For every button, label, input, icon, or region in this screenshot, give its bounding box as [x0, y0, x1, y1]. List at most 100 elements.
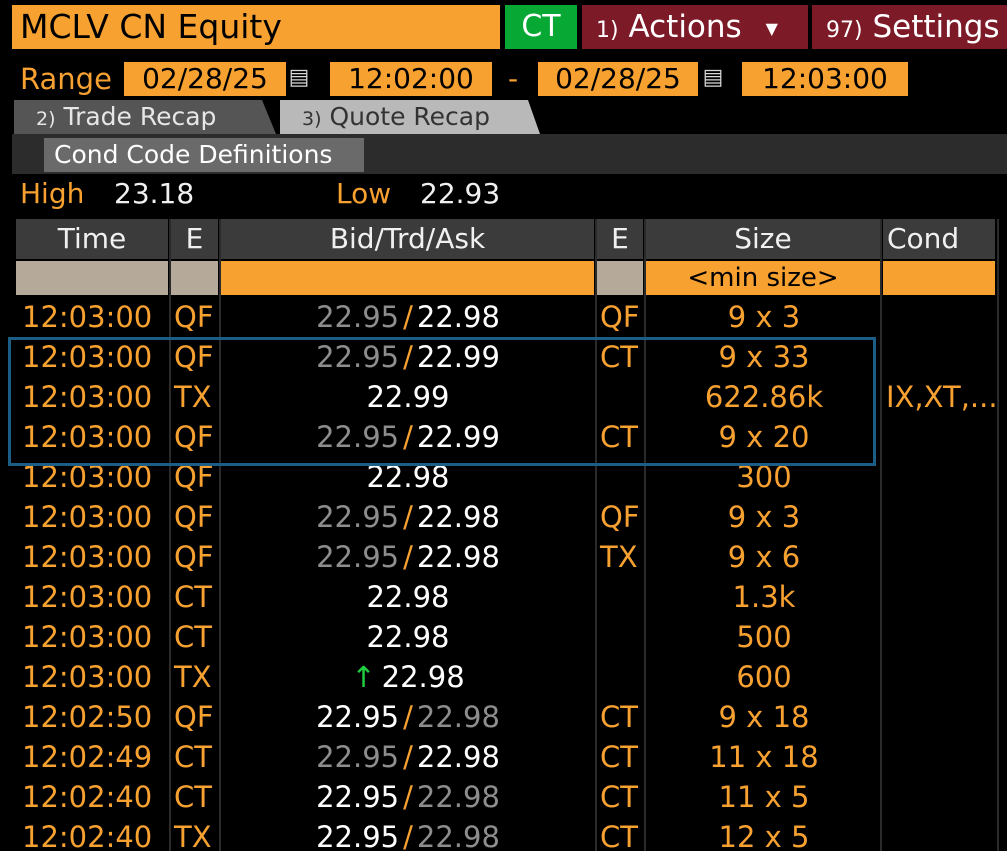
filter-time[interactable]	[16, 261, 168, 295]
cell-bid-trd-ask: 22.95/22.98	[222, 777, 594, 817]
table-row[interactable]: 12:03:00 QF 22.95/22.98 TX 9 x 6	[0, 537, 1007, 577]
cell-exchange: QF	[174, 300, 214, 334]
col-divider	[219, 219, 221, 851]
table-row[interactable]: 12:03:00 CT 22.98 500	[0, 617, 1007, 657]
low-value: 22.93	[420, 177, 501, 210]
tab-trade-label: Trade Recap	[63, 102, 217, 131]
bid-price: 22.95	[316, 420, 400, 454]
start-date-field[interactable]: 02/28/25	[124, 62, 286, 96]
tab-quote-label: Quote Recap	[329, 102, 490, 131]
filter-exchange-2[interactable]	[597, 261, 643, 295]
filter-exchange[interactable]	[171, 261, 218, 295]
cell-exchange: QF	[174, 500, 214, 534]
tab-quote-recap[interactable]: 3) Quote Recap	[280, 100, 540, 134]
filter-cond[interactable]	[883, 261, 995, 295]
cell-cond	[886, 577, 1007, 617]
bid-price: 22.95	[316, 500, 400, 534]
cell-time: 12:02:40	[22, 820, 153, 851]
cell-bid-trd-ask: 22.95/22.98	[222, 737, 594, 777]
table-row[interactable]: 12:03:00 TX ↑ 22.98 600	[0, 657, 1007, 697]
calendar-icon[interactable]: ▤	[288, 65, 310, 90]
ct-badge[interactable]: CT	[505, 5, 577, 49]
table-row[interactable]: 12:03:00 CT 22.98 1.3k	[0, 577, 1007, 617]
cell-exchange-2: CT	[600, 820, 638, 851]
range-label: Range	[20, 62, 112, 96]
cell-bid-trd-ask: 22.95/22.98	[222, 817, 594, 851]
col-header-exchange-2[interactable]: E	[597, 219, 643, 259]
bid-price: 22.95	[316, 540, 400, 574]
selection-highlight-box	[8, 337, 876, 466]
table-row[interactable]: 12:02:49 CT 22.95/22.98 CT 11 x 18	[0, 737, 1007, 777]
cell-exchange: QF	[174, 700, 214, 734]
start-time-field[interactable]: 12:02:00	[330, 62, 492, 96]
cell-size: 622.86k	[704, 380, 824, 414]
cell-bid-trd-ask: 22.95/22.98	[222, 297, 594, 337]
cell-bid-trd-ask: 22.98	[222, 577, 594, 617]
cell-time: 12:03:00	[22, 660, 153, 694]
bid-ask-separator: /	[403, 540, 413, 574]
table-row[interactable]: 12:02:50 QF 22.95/22.98 CT 9 x 18	[0, 697, 1007, 737]
bid-price: 22.95	[316, 780, 400, 814]
tab-trade-recap[interactable]: 2) Trade Recap	[14, 100, 276, 134]
calendar-icon[interactable]: ▤	[702, 65, 724, 90]
cell-size: 9 x 6	[727, 540, 801, 574]
col-header-cond[interactable]: Cond	[883, 219, 995, 259]
table-row[interactable]: 12:03:00 QF 22.95/22.98 QF 9 x 3	[0, 497, 1007, 537]
col-divider	[595, 219, 597, 851]
cell-time: 12:02:49	[22, 740, 153, 774]
cell-bid-trd-ask: 22.95/22.98	[222, 497, 594, 537]
bid-ask-separator: /	[403, 340, 413, 374]
bid-price: 22.95	[316, 700, 400, 734]
cell-exchange: CT	[174, 620, 212, 654]
range-separator: -	[508, 62, 519, 95]
cond-code-definitions-button[interactable]: Cond Code Definitions	[44, 138, 364, 172]
cell-time: 12:03:00	[22, 300, 153, 334]
cell-cond	[886, 617, 1007, 657]
ticker-field[interactable]: MCLV CN Equity	[12, 5, 500, 49]
table-row[interactable]: 12:03:00 QF 22.95/22.99 CT 9 x 20	[0, 417, 1007, 457]
filter-bid-trd-ask[interactable]	[221, 261, 594, 295]
cell-bid-trd-ask: 22.95/22.99	[222, 417, 594, 457]
min-size-input[interactable]: <min size>	[646, 261, 880, 295]
cell-size: 11 x 5	[718, 780, 810, 814]
cell-size: 9 x 3	[727, 300, 801, 334]
col-header-exchange[interactable]: E	[171, 219, 218, 259]
table-row[interactable]: 12:03:00 QF 22.95/22.98 QF 9 x 3	[0, 297, 1007, 337]
bid-ask-separator: /	[403, 300, 413, 334]
cell-exchange: QF	[174, 420, 214, 454]
cell-exchange-2	[600, 577, 646, 617]
cell-exchange-2: QF	[600, 300, 640, 334]
high-label: High	[20, 177, 85, 210]
ask-price: 22.98	[416, 700, 500, 734]
cell-cond	[886, 497, 1007, 537]
col-header-size[interactable]: Size	[646, 219, 880, 259]
cell-cond	[886, 777, 1007, 817]
actions-menu-button[interactable]: 1) Actions ▼	[582, 5, 808, 49]
end-time-field[interactable]: 12:03:00	[742, 62, 908, 96]
high-value: 23.18	[114, 177, 195, 210]
cell-size: 9 x 3	[727, 500, 801, 534]
col-header-time[interactable]: Time	[16, 219, 168, 259]
tab-quote-num: 3)	[302, 108, 322, 130]
cell-exchange: TX	[174, 380, 212, 414]
cell-cond	[886, 457, 1007, 497]
low-label: Low	[336, 177, 392, 210]
cell-cond	[886, 297, 1007, 337]
settings-menu-button[interactable]: 97) Settings	[812, 5, 1007, 49]
bid-price: 22.95	[316, 300, 400, 334]
trade-price: 22.98	[366, 620, 450, 654]
table-row[interactable]: 12:02:40 TX 22.95/22.98 CT 12 x 5	[0, 817, 1007, 851]
table-row[interactable]: 12:03:00 QF 22.95/22.99 CT 9 x 33	[0, 337, 1007, 377]
cell-bid-trd-ask: ↑ 22.98	[222, 657, 594, 697]
table-row[interactable]: 12:03:00 TX 22.99 622.86k IX,XT,...	[0, 377, 1007, 417]
cell-size: 12 x 5	[718, 820, 810, 851]
cell-exchange-2: CT	[600, 420, 638, 454]
trade-price: 22.98	[366, 580, 450, 614]
bid-price: 22.95	[316, 740, 400, 774]
cell-time: 12:03:00	[22, 500, 153, 534]
col-header-bid-trd-ask[interactable]: Bid/Trd/Ask	[221, 219, 594, 259]
table-row[interactable]: 12:02:40 CT 22.95/22.98 CT 11 x 5	[0, 777, 1007, 817]
end-date-field[interactable]: 02/28/25	[538, 62, 698, 96]
cell-cond	[886, 817, 1007, 851]
cell-exchange: CT	[174, 580, 212, 614]
